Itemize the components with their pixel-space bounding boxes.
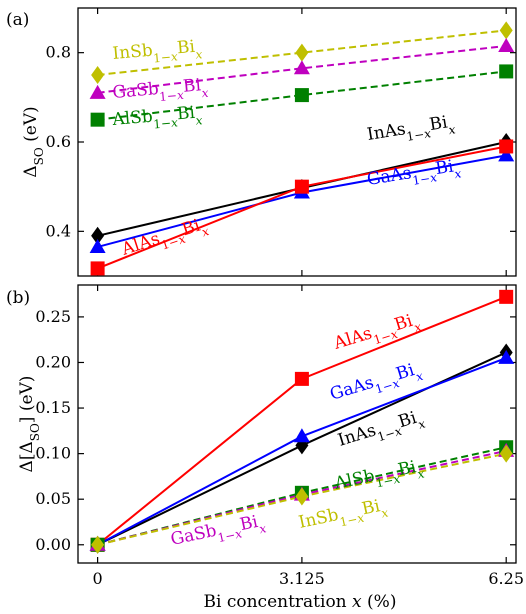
data-point-b-0-1 [294,371,309,386]
data-point-a-2-0 [90,112,105,127]
series-line-a-2 [97,70,507,121]
panel-b-series [89,289,515,554]
data-point-b-2-2 [498,349,515,364]
panel-a-tag: (a) [6,10,29,30]
data-point-a-2-2 [499,64,514,79]
x-tick-label-1: 3.125 [279,569,325,588]
anno-b-gaas: GaAs1−xBix [328,358,425,409]
data-point-a-0-0 [91,66,105,84]
y-tick-label-a-2: 0.8 [46,43,71,62]
anno-a-gaas: GaAs1−xBix [366,155,463,194]
y-tick-label-b-0: 0.00 [35,535,71,554]
data-point-a-1-2 [498,37,515,52]
panel-a: (a) ΔSO (eV) 0.40.60.8 InSb1−xBix GaSb1−… [6,7,517,277]
y-tick-label-b-5: 0.25 [35,307,71,326]
panel-b-ticks: 0.00 0.05 0.10 0.15 0.20 0.25 0 3.125 6.25 [35,285,524,588]
data-point-b-0-2 [499,289,514,304]
data-point-a-5-0 [90,261,105,276]
y-tick-label-b-3: 0.15 [35,398,71,417]
anno-a-gasb: GaSb1−xBix [112,75,209,108]
anno-a-inas: InAs1−xBix [366,111,457,149]
data-point-a-2-1 [294,88,309,103]
y-tick-label-b-2: 0.10 [35,444,71,463]
data-point-a-1-1 [293,60,310,75]
series-line-a-1 [97,44,507,94]
data-point-a-3-0 [91,226,105,245]
anno-b-insb: InSb1−xBix [297,495,390,538]
anno-a-alsb: AlSb1−xBix [111,102,204,135]
anno-a-alas: AlAs1−xBix [118,213,211,264]
y-tick-label-b-4: 0.20 [35,352,71,371]
data-point-a-0-2 [499,21,513,40]
anno-b-alsb: AlSb1−xBix [332,456,426,499]
x-tick-label-2: 6.25 [488,569,524,588]
data-point-a-5-2 [499,139,514,154]
data-point-b-5-2 [499,444,513,463]
y-tick-label-a-0: 0.4 [46,221,71,240]
data-point-a-5-1 [294,179,309,194]
y-tick-label-a-1: 0.6 [46,132,71,151]
panel-b-frame [77,284,517,564]
panel-a-ylabel: ΔSO (eV) [21,106,46,177]
anno-b-alas: AlAs1−xBix [331,309,424,359]
data-point-b-2-1 [293,428,310,443]
x-axis-label: Bi concentration x (%) [204,592,397,612]
y-tick-label-b-1: 0.05 [35,489,71,508]
data-point-a-4-2 [498,147,515,162]
panel-a-series [89,21,515,276]
data-point-b-5-0 [91,535,105,554]
series-line-a-0 [97,29,507,76]
data-point-a-1-0 [89,84,106,99]
panel-b: (b) Δ[ΔSO] (eV) Bi concentration x (%) 0… [6,284,524,612]
data-point-a-4-0 [89,238,106,253]
anno-b-inas: InAs1−xBix [336,406,428,456]
panel-b-tag: (b) [6,288,30,308]
data-point-b-5-1 [295,487,309,506]
x-tick-label-0: 0 [93,569,103,588]
data-point-a-0-1 [295,43,309,62]
series-line-b-0 [96,295,507,546]
